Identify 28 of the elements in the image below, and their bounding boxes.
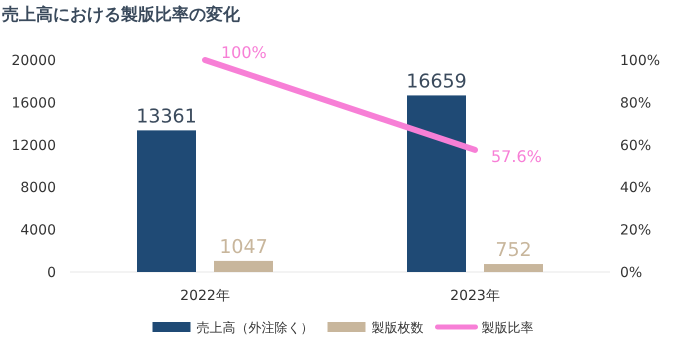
y2-tick-label: 20% [620, 222, 652, 239]
y2-tick-label: 60% [620, 138, 652, 154]
y2-tick-label: 0% [620, 265, 642, 281]
x-tick-label: 2022年 [180, 288, 230, 304]
bar [407, 95, 466, 272]
data-label: 16659 [406, 70, 467, 92]
legend-label: 製版枚数 [372, 321, 424, 336]
chart-title: 売上高における製版比率の変化 [2, 5, 241, 25]
bar [214, 260, 273, 272]
data-label: 752 [495, 239, 532, 262]
data-label: 57.6% [491, 146, 542, 166]
bar [137, 130, 196, 272]
data-label: 100% [221, 43, 267, 62]
y-tick-label: 0 [47, 265, 56, 281]
y2-tick-label: 80% [620, 95, 652, 112]
data-label: 13361 [136, 105, 197, 128]
y-tick-label: 4000 [20, 222, 56, 239]
legend-label: 製版比率 [482, 320, 534, 336]
y2-tick-label: 100% [620, 53, 660, 69]
y-tick-label: 8000 [20, 180, 56, 196]
legend-label: 売上高（外注除く） [196, 320, 314, 336]
y-tick-label: 12000 [11, 138, 56, 154]
bar [484, 264, 543, 272]
y2-tick-label: 40% [620, 180, 652, 196]
y-tick-label: 20000 [11, 53, 56, 69]
y-tick-label: 16000 [11, 95, 56, 112]
data-label: 1047 [219, 236, 268, 258]
x-tick-label: 2023年 [450, 288, 500, 304]
